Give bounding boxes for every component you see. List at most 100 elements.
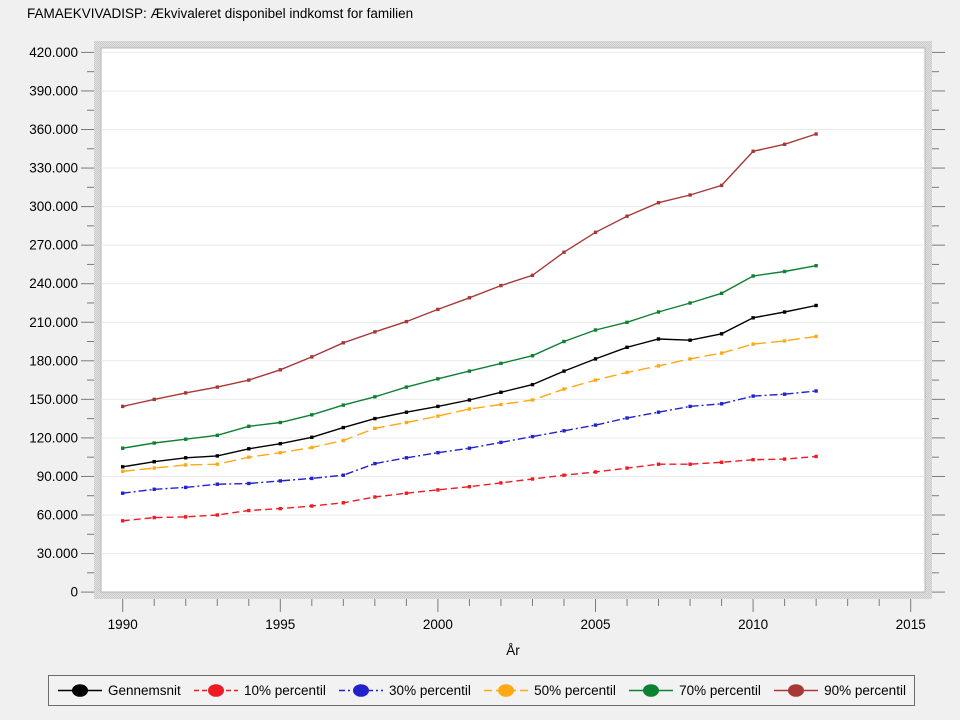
chart-title: FAMAEKVIVADISP: Ækvivaleret disponibel i… bbox=[27, 6, 414, 21]
series-30-percentil bbox=[121, 389, 818, 495]
data-point bbox=[184, 391, 188, 395]
data-point bbox=[121, 404, 125, 409]
data-point bbox=[467, 446, 472, 450]
y-tick-label: 150.000 bbox=[29, 392, 78, 407]
y-tick-label: 210.000 bbox=[29, 315, 78, 330]
data-point bbox=[499, 361, 503, 366]
legend-item-gennemsnit: Gennemsnit bbox=[57, 683, 181, 698]
data-point bbox=[152, 460, 156, 464]
x-tick-label: 1990 bbox=[108, 617, 138, 632]
data-point bbox=[593, 357, 598, 361]
data-point bbox=[719, 332, 724, 336]
data-point bbox=[562, 250, 566, 254]
data-point bbox=[152, 466, 156, 470]
data-point bbox=[656, 364, 661, 368]
data-point bbox=[467, 369, 472, 373]
data-point bbox=[625, 345, 629, 349]
data-point bbox=[436, 414, 440, 418]
data-point bbox=[751, 394, 755, 398]
data-point bbox=[562, 387, 566, 391]
data-point bbox=[341, 403, 345, 407]
data-point bbox=[499, 283, 503, 288]
y-tick-label: 330.000 bbox=[29, 161, 78, 176]
data-point bbox=[562, 429, 566, 433]
data-point bbox=[436, 488, 440, 492]
line-chart: 0 30.000 60.000 90.000 120.000 150.000 180.000… bbox=[29, 41, 945, 658]
data-point bbox=[688, 193, 692, 197]
y-tick-label: 30.000 bbox=[37, 546, 78, 561]
data-point bbox=[215, 482, 219, 486]
data-point bbox=[625, 466, 629, 470]
y-axis: 0 30.000 60.000 90.000 120.000 150.000 180.000… bbox=[29, 45, 945, 600]
data-point bbox=[184, 437, 188, 441]
legend-marker-30-percentil bbox=[339, 684, 384, 697]
series-10-percentil bbox=[121, 454, 818, 523]
data-point bbox=[310, 413, 314, 417]
data-point bbox=[121, 491, 125, 495]
data-point bbox=[373, 461, 377, 466]
data-point bbox=[593, 230, 598, 234]
legend-label: 50% percentil bbox=[534, 683, 616, 698]
legend-label: Gennemsnit bbox=[108, 683, 181, 698]
data-point bbox=[436, 404, 440, 409]
data-point bbox=[467, 407, 472, 411]
data-point bbox=[404, 491, 409, 495]
data-point bbox=[782, 457, 787, 461]
data-point bbox=[373, 395, 377, 399]
data-point bbox=[530, 434, 535, 439]
data-point bbox=[719, 291, 724, 295]
data-point bbox=[782, 310, 787, 314]
legend-label: 90% percentil bbox=[824, 683, 906, 698]
data-point bbox=[436, 307, 440, 312]
data-point bbox=[121, 519, 125, 523]
data-point bbox=[814, 389, 818, 393]
data-point bbox=[625, 214, 629, 218]
data-point bbox=[152, 441, 156, 445]
data-point bbox=[310, 435, 314, 439]
data-point bbox=[247, 424, 251, 428]
data-point bbox=[719, 460, 724, 464]
data-point bbox=[625, 416, 629, 420]
data-point bbox=[751, 149, 755, 153]
data-point bbox=[215, 454, 219, 458]
data-point bbox=[404, 385, 409, 389]
y-tick-label: 420.000 bbox=[29, 45, 78, 60]
legend-item-90-percentil: 90% percentil bbox=[773, 683, 906, 698]
legend: Gennemsnit 10% percentil 30% percentil 50% … bbox=[48, 675, 915, 706]
y-tick-label: 120.000 bbox=[29, 430, 78, 445]
data-point bbox=[656, 310, 661, 314]
data-point bbox=[814, 132, 818, 136]
data-point bbox=[278, 506, 282, 511]
data-point bbox=[656, 337, 661, 341]
data-point bbox=[814, 264, 818, 268]
x-axis-title: År bbox=[506, 643, 520, 658]
data-point bbox=[184, 456, 188, 460]
y-tick-label: 390.000 bbox=[29, 83, 78, 98]
data-point bbox=[719, 183, 724, 188]
data-point bbox=[499, 440, 503, 445]
data-point bbox=[184, 515, 188, 519]
x-axis: 1990 1995 2000 2005 2010 2015 År bbox=[108, 599, 926, 658]
legend-item-50-percentil: 50% percentil bbox=[483, 683, 616, 698]
data-point bbox=[152, 515, 156, 520]
series-70-percentil bbox=[121, 264, 818, 450]
y-tick-label: 240.000 bbox=[29, 276, 78, 291]
gridlines bbox=[101, 51, 925, 555]
legend-item-70-percentil: 70% percentil bbox=[628, 683, 761, 698]
data-point bbox=[215, 462, 219, 466]
data-point bbox=[530, 398, 535, 402]
data-point bbox=[341, 473, 345, 477]
data-point bbox=[278, 451, 282, 455]
series-50-percentil bbox=[121, 334, 818, 473]
data-point bbox=[310, 445, 314, 450]
data-point bbox=[341, 341, 345, 345]
series-90-percentil bbox=[121, 132, 818, 409]
legend-marker-50-percentil bbox=[484, 684, 529, 697]
data-point bbox=[247, 508, 251, 513]
data-point bbox=[751, 342, 755, 346]
data-point bbox=[184, 463, 188, 467]
data-point bbox=[751, 274, 755, 278]
y-tick-label: 270.000 bbox=[29, 238, 78, 253]
data-point bbox=[814, 454, 818, 459]
legend-label: 10% percentil bbox=[244, 683, 326, 698]
